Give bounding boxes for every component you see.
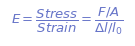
Text: $\mathit{E}{=}\dfrac{\mathit{Stress}}{\mathit{Strain}}{=}\dfrac{\mathit{F/A}}{\D: $\mathit{E}{=}\dfrac{\mathit{Stress}}{\m…: [11, 6, 124, 37]
